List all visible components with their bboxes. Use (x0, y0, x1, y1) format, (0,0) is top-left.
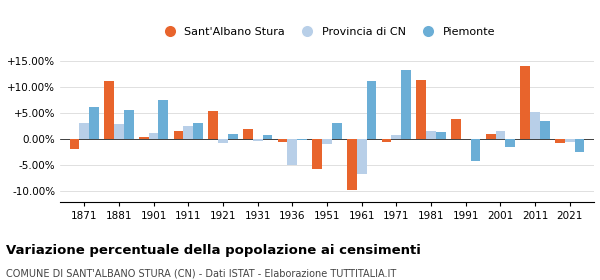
Bar (297, 139, 307, 140)
Bar (540, 121, 550, 139)
Legend: Sant'Albano Stura, Provincia di CN, Piemonte: Sant'Albano Stura, Provincia di CN, Piem… (154, 23, 500, 42)
Bar (79, 123, 89, 139)
Bar (496, 131, 505, 139)
Bar (451, 119, 461, 139)
Bar (124, 110, 134, 139)
Bar (263, 136, 272, 139)
Bar (70, 139, 79, 150)
Bar (565, 139, 575, 142)
Bar (193, 123, 203, 139)
Bar (174, 131, 184, 139)
Bar (367, 81, 376, 139)
Bar (158, 100, 168, 139)
Bar (401, 70, 411, 139)
Bar (322, 139, 332, 144)
Bar (416, 80, 426, 139)
Bar (149, 133, 158, 139)
Bar (357, 139, 367, 174)
Bar (555, 139, 565, 143)
Bar (243, 129, 253, 139)
Bar (382, 139, 391, 142)
Bar (287, 139, 297, 165)
Text: COMUNE DI SANT'ALBANO STURA (CN) - Dati ISTAT - Elaborazione TUTTITALIA.IT: COMUNE DI SANT'ALBANO STURA (CN) - Dati … (6, 269, 396, 279)
Bar (218, 139, 228, 143)
Bar (470, 139, 480, 162)
Bar (184, 126, 193, 139)
Bar (253, 139, 263, 141)
Bar (104, 81, 114, 139)
Bar (391, 136, 401, 139)
Bar (530, 112, 540, 139)
Bar (313, 139, 322, 169)
Bar (575, 139, 584, 152)
Bar (114, 124, 124, 139)
Bar (486, 134, 496, 139)
Bar (347, 139, 357, 190)
Bar (278, 139, 287, 142)
Bar (228, 134, 238, 139)
Bar (505, 139, 515, 147)
Bar (89, 107, 99, 139)
Bar (426, 131, 436, 139)
Bar (436, 132, 446, 139)
Bar (139, 137, 149, 139)
Bar (208, 111, 218, 139)
Bar (520, 66, 530, 139)
Bar (332, 123, 341, 139)
Text: Variazione percentuale della popolazione ai censimenti: Variazione percentuale della popolazione… (6, 244, 421, 256)
